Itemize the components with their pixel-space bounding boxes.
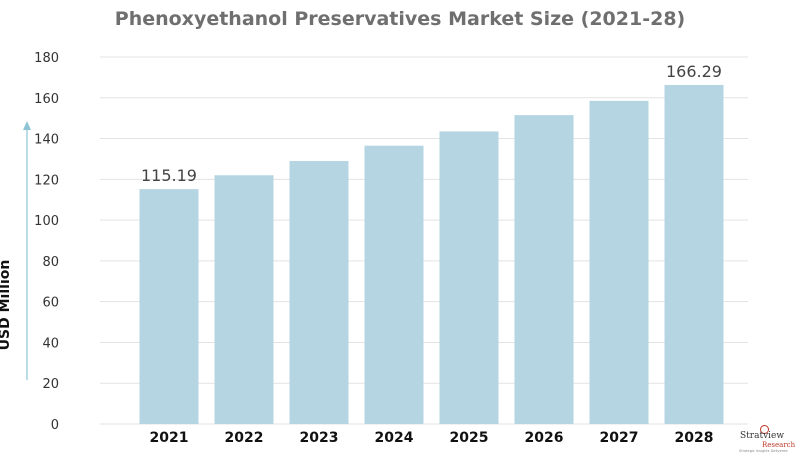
- chart-title: Phenoxyethanol Preservatives Market Size…: [114, 8, 686, 30]
- x-tick-label: 2026: [525, 430, 564, 446]
- bar-2021: [139, 189, 199, 424]
- y-tick-label: 0: [51, 418, 59, 433]
- bar-2026: [514, 115, 574, 424]
- x-tick-label: 2023: [300, 430, 339, 446]
- stratview-logo: Stratview Research Strategic Insights De…: [736, 425, 796, 455]
- y-tick-label: 100: [34, 214, 59, 229]
- data-label: 166.29: [666, 62, 722, 81]
- y-tick-label: 120: [34, 173, 59, 188]
- y-tick-label: 180: [34, 51, 59, 66]
- x-tick-label: 2024: [375, 430, 414, 446]
- logo-brand: Stratview: [740, 431, 785, 441]
- y-tick-label: 20: [42, 377, 59, 392]
- x-tick-label: 2027: [600, 430, 639, 446]
- bar-2022: [214, 175, 274, 424]
- y-tick-label: 160: [34, 92, 59, 107]
- bar-2027: [589, 100, 649, 424]
- y-tick-label: 80: [42, 255, 59, 270]
- y-tick-label: 60: [42, 296, 59, 311]
- logo-tagline: Strategic Insights Delivered: [739, 449, 788, 453]
- y-tick-label: 140: [34, 133, 59, 148]
- bar-2028: [664, 84, 724, 425]
- x-tick-label: 2021: [150, 430, 189, 446]
- x-tick-label: 2025: [450, 430, 489, 446]
- y-tick-label: 40: [42, 336, 59, 351]
- logo-sub: Research: [762, 441, 796, 449]
- bar-2024: [364, 145, 424, 425]
- x-tick-label: 2028: [675, 430, 714, 446]
- bar-2023: [289, 160, 349, 424]
- x-tick-label: 2022: [225, 430, 264, 446]
- bar-2025: [439, 131, 499, 425]
- data-label: 115.19: [141, 166, 197, 185]
- axis-arrow-head-icon: [23, 121, 31, 130]
- logo-mark-icon: [760, 425, 769, 434]
